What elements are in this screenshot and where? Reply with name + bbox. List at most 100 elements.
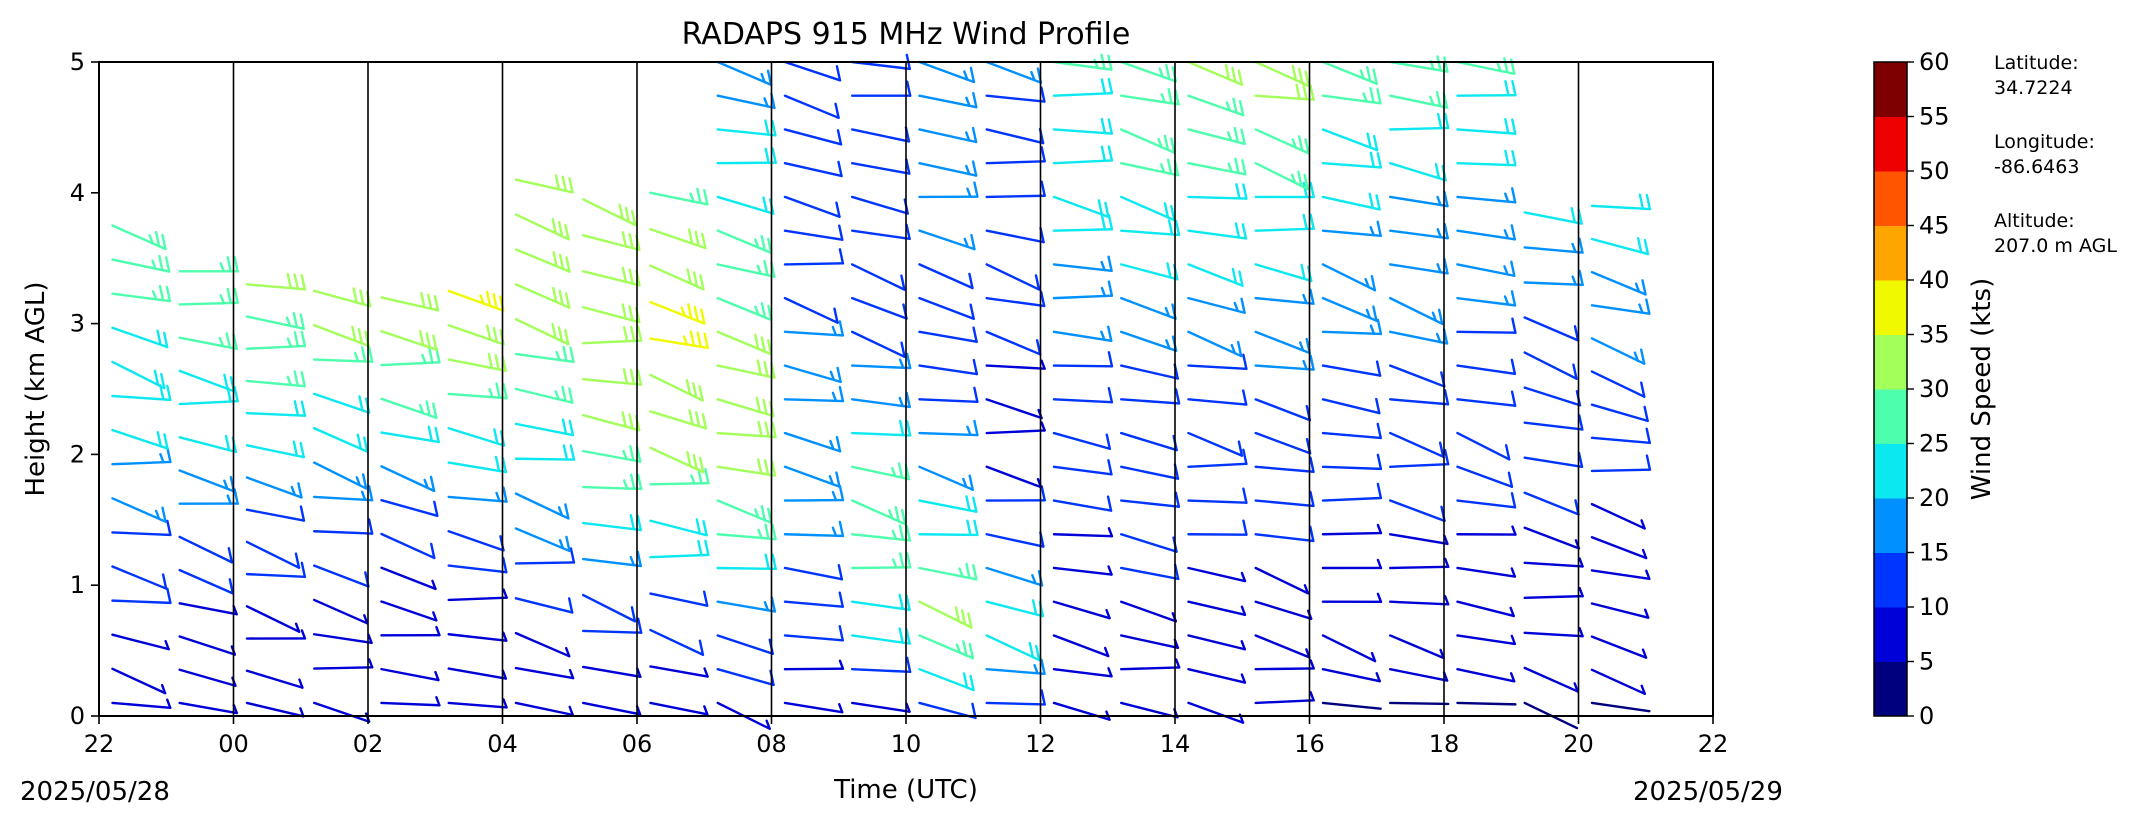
barb-staff [178,369,236,393]
barb-staff [918,600,973,629]
barb-staff [1456,465,1514,488]
barb-flag [356,433,363,451]
barb-staff [582,413,641,432]
barb-staff [985,701,1046,706]
end-date-label: 2025/05/29 [1633,777,1783,807]
barb-flag [1302,213,1308,231]
barb-staff [245,476,303,499]
barb-flag [692,453,698,471]
barb-staff [851,701,911,713]
barb-flag [1570,207,1576,224]
barb-staff [447,427,506,447]
barb-staff [1321,195,1381,211]
barb-flag [966,187,972,198]
barb-staff [1523,351,1578,380]
barb-flag [958,567,964,578]
barb-staff [783,262,845,266]
barb-flag [1443,190,1449,208]
barb-flag [965,495,971,512]
barb-flag [432,402,438,419]
barb-flag [161,506,167,523]
barb-flag [1510,492,1517,509]
barb-flag [1633,351,1640,362]
barb-staff [245,508,306,522]
barb-flag [361,473,368,490]
barb-flag [1234,157,1240,175]
barb-flag [1436,263,1442,274]
barb-staff [1590,304,1651,315]
barb-flag [1376,152,1382,169]
barb-staff [1456,634,1517,646]
barb-flag [1638,193,1645,210]
x-axis-label: Time (UTC) [833,775,978,805]
barb-flag [1511,149,1517,167]
barb-flag [425,400,431,417]
colorbar-segment [1874,334,1907,390]
barb-flag [1573,682,1579,693]
barb-flag [967,612,973,629]
barb-staff [918,296,975,320]
barb-flag [1376,220,1382,238]
barb-flag [838,520,845,538]
barb-flag [636,514,642,532]
barb-flag [1241,223,1248,240]
barb-flag [1309,213,1315,230]
barb-staff [1187,431,1244,457]
barb-staff [1254,364,1315,371]
y-tick-label: 2 [70,440,85,468]
barb-flag [1107,118,1114,135]
barb-staff [985,229,1045,244]
barb-flag [1571,242,1577,254]
barb-flag [286,272,292,290]
barb-flag [1100,260,1106,272]
barb-flag [905,594,911,612]
barb-staff [178,301,239,306]
barb-staff [851,161,911,175]
barb-flag [418,403,425,415]
barb-flag [158,285,165,302]
barb-flag [300,561,307,579]
barb-flag [629,368,636,386]
barb-flag [764,119,770,136]
barb-staff [1388,462,1450,468]
barb-staff [447,324,505,346]
barb-flag [754,333,760,351]
barb-flag [552,251,558,268]
barb-staff [1052,533,1114,538]
barb-flag [1366,65,1372,83]
barb-staff [1119,701,1179,719]
barb-flag [493,428,499,445]
barb-flag [833,307,839,324]
barb-flag [1645,298,1651,315]
barb-flag [1578,237,1584,254]
barb-staff [380,498,439,518]
barb-staff [1456,128,1517,135]
barb-flag [294,552,301,569]
barb-flag [487,352,494,370]
barb-staff [783,94,840,120]
barb-flag [299,707,305,718]
barb-staff [1388,701,1450,706]
barb-staff [1187,634,1246,651]
barb-staff [649,337,709,350]
barb-flag [233,385,239,403]
barb-staff [716,229,773,255]
barb-flag [905,223,911,241]
barb-flag [894,506,900,523]
colorbar-tick-label: 30 [1919,375,1950,403]
barb-staff [1590,237,1650,256]
barb-flag [829,370,836,382]
colorbar-segment [1874,607,1907,662]
barb-flag [163,433,169,450]
barb-flag [501,669,508,680]
barb-staff [1456,431,1511,461]
barb-flag [161,573,168,590]
barb-flag [1242,448,1248,466]
barb-flag [285,316,292,327]
barb-flag [479,294,485,305]
y-tick-label: 0 [70,702,85,730]
barb-flag [1511,525,1517,536]
barb-flag [359,289,365,306]
barb-staff [178,436,238,454]
barb-flag [1435,90,1442,108]
